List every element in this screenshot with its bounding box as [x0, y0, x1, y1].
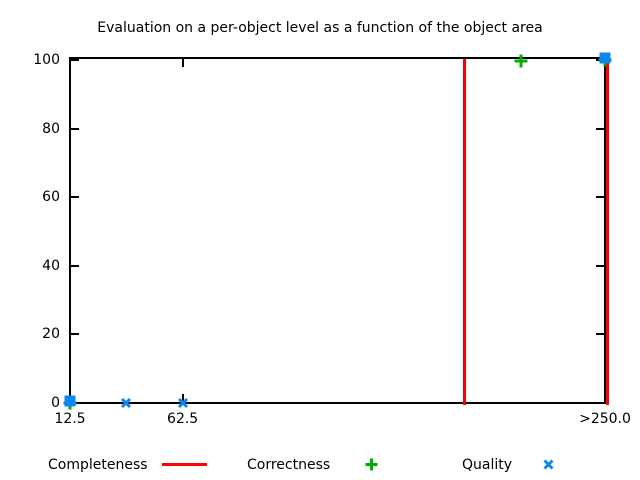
y-tick-label: 40	[42, 257, 60, 274]
y-tick-label: 100	[33, 52, 60, 68]
legend-cross-icon-quality	[543, 459, 554, 470]
legend-label-quality: Quality	[462, 457, 513, 473]
y-tick-right	[596, 127, 604, 130]
chart-title: Evaluation on a per-object level as a fu…	[97, 20, 543, 36]
impulse-completeness	[462, 59, 466, 405]
y-tick-label: 60	[42, 189, 60, 206]
correctness-plus-marker	[514, 54, 528, 68]
x-tick	[181, 394, 184, 402]
quality-square-marker	[64, 395, 76, 407]
x-tick-label: >250.0	[579, 411, 631, 427]
legend-label-completeness: Completeness	[48, 457, 148, 473]
y-tick	[71, 196, 79, 199]
quality-square-marker	[599, 52, 611, 64]
x-tick	[604, 394, 606, 402]
legend-line-swatch-completeness	[162, 463, 207, 466]
legend-label-correctness: Correctness	[247, 457, 331, 473]
y-tick-right	[596, 402, 604, 404]
y-tick	[71, 264, 79, 267]
quality-cross-marker	[121, 397, 132, 409]
y-tick-right	[596, 264, 604, 267]
plot-border	[69, 57, 606, 404]
x-tick-top	[181, 59, 184, 67]
quality-cross-marker	[177, 397, 188, 409]
y-tick-label: 80	[42, 120, 60, 137]
x-tick-top	[69, 59, 71, 67]
y-tick-label: 20	[42, 326, 60, 343]
x-tick-label: 62.5	[167, 411, 199, 427]
impulse-completeness	[605, 59, 609, 405]
x-tick-label: 12.5	[54, 411, 86, 427]
y-tick-right	[596, 333, 604, 336]
y-tick	[71, 333, 79, 336]
y-tick-label: 0	[51, 395, 60, 411]
legend-plus-icon-correctness	[365, 458, 378, 471]
y-tick	[71, 127, 79, 130]
y-tick	[71, 59, 79, 61]
y-tick-right	[596, 196, 604, 199]
